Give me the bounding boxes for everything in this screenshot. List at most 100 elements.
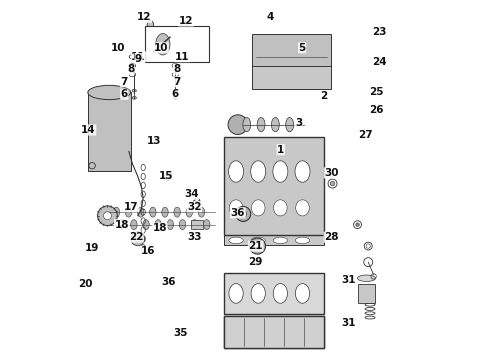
Ellipse shape: [296, 200, 309, 216]
Bar: [88, 93, 131, 171]
Text: 26: 26: [369, 105, 384, 115]
Ellipse shape: [186, 207, 193, 217]
Text: 18: 18: [153, 223, 167, 233]
Ellipse shape: [88, 85, 131, 100]
Ellipse shape: [273, 237, 288, 244]
Bar: [223, 235, 323, 246]
Ellipse shape: [229, 284, 243, 303]
Ellipse shape: [243, 117, 251, 132]
Ellipse shape: [98, 206, 117, 226]
Text: 7: 7: [121, 77, 128, 87]
Text: 9: 9: [135, 54, 142, 64]
Ellipse shape: [131, 220, 137, 230]
Text: 23: 23: [372, 27, 386, 37]
Ellipse shape: [236, 206, 251, 221]
Text: 17: 17: [124, 202, 139, 212]
Text: 6: 6: [172, 89, 179, 99]
Text: 3: 3: [295, 118, 302, 128]
Ellipse shape: [271, 117, 279, 132]
Ellipse shape: [103, 212, 111, 220]
Ellipse shape: [173, 89, 177, 92]
Ellipse shape: [295, 237, 310, 244]
Text: 25: 25: [369, 87, 384, 98]
Ellipse shape: [254, 243, 261, 249]
Text: 35: 35: [173, 328, 188, 338]
Text: 36: 36: [161, 277, 175, 287]
Text: 7: 7: [173, 77, 181, 87]
Ellipse shape: [181, 21, 188, 28]
Ellipse shape: [125, 207, 132, 217]
Bar: [145, 26, 209, 62]
Ellipse shape: [358, 275, 375, 282]
Ellipse shape: [149, 207, 156, 217]
Text: 24: 24: [371, 57, 386, 67]
Text: 32: 32: [187, 202, 201, 212]
Ellipse shape: [273, 284, 288, 303]
Ellipse shape: [156, 33, 170, 55]
Text: 18: 18: [115, 220, 129, 230]
Text: 22: 22: [129, 232, 143, 242]
Text: 2: 2: [320, 91, 327, 101]
Text: 16: 16: [141, 247, 155, 256]
Ellipse shape: [228, 115, 247, 134]
Text: 11: 11: [175, 52, 190, 62]
Text: 28: 28: [324, 232, 339, 242]
Ellipse shape: [132, 89, 136, 92]
Ellipse shape: [251, 161, 266, 182]
Text: 21: 21: [248, 241, 263, 251]
Text: 8: 8: [127, 64, 134, 74]
Text: 15: 15: [158, 171, 173, 181]
Text: 5: 5: [298, 43, 306, 53]
Ellipse shape: [295, 284, 310, 303]
Ellipse shape: [251, 284, 266, 303]
Ellipse shape: [143, 220, 149, 230]
Text: 33: 33: [187, 232, 201, 242]
Bar: [223, 316, 323, 348]
Ellipse shape: [251, 200, 265, 216]
Text: 30: 30: [324, 168, 339, 178]
Text: 31: 31: [342, 318, 356, 328]
Ellipse shape: [162, 207, 168, 217]
Text: 13: 13: [147, 136, 161, 146]
Ellipse shape: [179, 220, 186, 230]
Ellipse shape: [198, 207, 205, 217]
Text: 1: 1: [277, 145, 284, 155]
Ellipse shape: [229, 237, 243, 244]
Ellipse shape: [356, 223, 359, 226]
Ellipse shape: [249, 238, 266, 254]
Text: 10: 10: [154, 43, 168, 53]
Ellipse shape: [240, 211, 246, 217]
Text: 34: 34: [184, 189, 199, 199]
Bar: [252, 64, 331, 89]
Ellipse shape: [173, 96, 177, 99]
Ellipse shape: [228, 161, 244, 182]
Text: 19: 19: [85, 243, 99, 253]
Ellipse shape: [155, 220, 161, 230]
Ellipse shape: [251, 237, 266, 244]
Ellipse shape: [167, 220, 173, 230]
Text: 11: 11: [131, 52, 146, 62]
Bar: [223, 316, 323, 348]
Ellipse shape: [229, 200, 243, 216]
Bar: [223, 273, 323, 314]
Ellipse shape: [135, 236, 141, 242]
Text: 29: 29: [248, 257, 263, 267]
Ellipse shape: [286, 117, 294, 132]
Ellipse shape: [203, 220, 210, 230]
Bar: [192, 220, 203, 229]
Ellipse shape: [330, 181, 335, 186]
Text: 27: 27: [358, 130, 372, 140]
Ellipse shape: [131, 232, 145, 246]
Text: 36: 36: [231, 208, 245, 218]
Ellipse shape: [147, 21, 153, 28]
Ellipse shape: [295, 161, 310, 182]
Text: 4: 4: [267, 13, 274, 22]
Ellipse shape: [119, 220, 125, 230]
Text: 8: 8: [173, 64, 181, 74]
Text: 6: 6: [121, 89, 128, 99]
Text: 12: 12: [137, 13, 151, 22]
Ellipse shape: [113, 207, 120, 217]
Ellipse shape: [138, 207, 144, 217]
Ellipse shape: [273, 200, 287, 216]
Bar: [252, 33, 331, 66]
